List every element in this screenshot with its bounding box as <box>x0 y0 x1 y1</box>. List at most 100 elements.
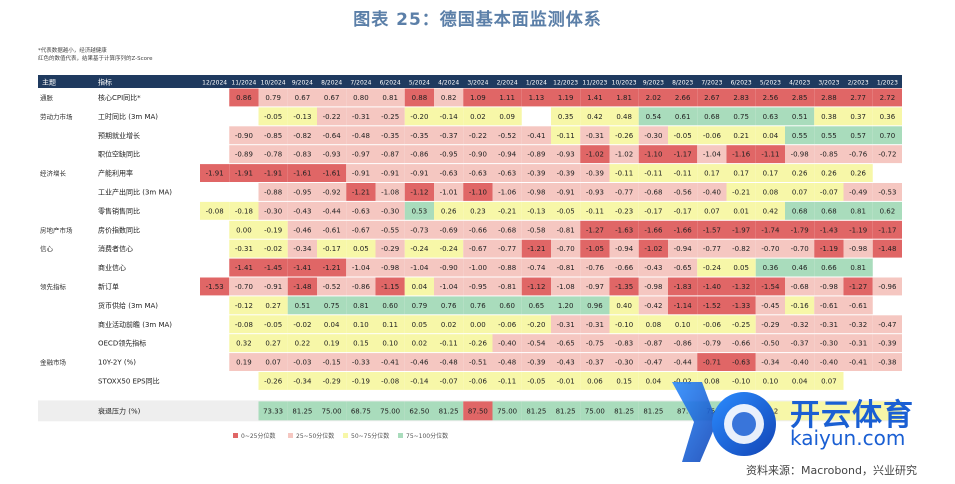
cell-value: -0.11 <box>440 340 458 348</box>
column-header: 10/2024 <box>261 80 286 87</box>
cell-value: -0.77 <box>615 188 633 196</box>
cell-value: -1.08 <box>557 283 575 291</box>
row-indicator: 新订单 <box>98 282 119 291</box>
cell-value: 0.23 <box>470 207 486 215</box>
cell-value: 0.17 <box>733 170 749 178</box>
cell-value: 0.21 <box>733 132 749 140</box>
cell-value: -0.29 <box>323 377 341 385</box>
cell-value: -0.37 <box>440 132 458 140</box>
row-category: 劳动力市场 <box>40 112 73 121</box>
heatmap-cell <box>638 372 668 390</box>
cell-value: 0.62 <box>880 207 896 215</box>
heatmap-cell <box>814 183 844 201</box>
heatmap-cell <box>317 183 347 201</box>
cell-value: 0.79 <box>265 94 281 102</box>
heatmap-cell <box>580 277 610 296</box>
cell-value: 0.04 <box>646 377 662 385</box>
cell-value: -1.41 <box>293 264 311 272</box>
cell-value: 0.19 <box>236 359 252 367</box>
cell-value: -1.54 <box>761 283 780 291</box>
heatmap-cell <box>609 145 639 164</box>
heatmap-cell <box>317 239 347 258</box>
pressure-cell <box>317 401 347 421</box>
heatmap-cell <box>317 277 347 296</box>
cell-value: 1.13 <box>529 94 545 102</box>
heatmap-cell <box>492 334 522 353</box>
cell-value: -0.25 <box>381 113 399 121</box>
heatmap-cell <box>668 239 698 258</box>
header-category: 主题 <box>42 78 56 87</box>
cell-value: -0.06 <box>703 321 722 329</box>
column-header: 4/2024 <box>438 80 459 87</box>
heatmap-cell <box>434 353 464 371</box>
cell-value: 0.10 <box>353 321 369 329</box>
column-header: 6/2023 <box>731 80 752 87</box>
heatmap-cell <box>814 258 844 277</box>
cell-value: -0.51 <box>469 359 487 367</box>
cell-value: 0.17 <box>704 170 720 178</box>
cell-value: -0.29 <box>381 245 399 253</box>
heatmap-cell <box>638 220 668 239</box>
cell-value: -0.52 <box>323 283 341 291</box>
legend-item: 0~25分位数 <box>233 431 275 440</box>
cell-value: -0.90 <box>469 151 487 159</box>
cell-value: -1.04 <box>440 283 459 291</box>
cell-value: -0.98 <box>791 151 809 159</box>
cell-value: -0.90 <box>235 132 253 140</box>
heatmap-cell <box>551 88 581 107</box>
cell-value: -0.31 <box>586 132 604 140</box>
row-indicator: 产能利用率 <box>98 169 133 178</box>
cell-value: -0.94 <box>615 245 634 253</box>
cell-value: -0.31 <box>586 321 604 329</box>
heatmap-cell <box>785 277 815 296</box>
heatmap-cell <box>872 183 902 201</box>
row-indicator: 职位空缺同比 <box>98 150 140 159</box>
cell-value: -0.49 <box>849 188 867 196</box>
pressure-cell <box>580 401 610 421</box>
heatmap-cell <box>580 353 610 371</box>
heatmap-cell <box>609 88 639 107</box>
cell-value: -0.44 <box>323 207 342 215</box>
cell-value: 0.51 <box>295 302 311 310</box>
cell-value: 0.80 <box>353 94 369 102</box>
cell-value: 0.36 <box>880 113 896 121</box>
pressure-cell <box>375 401 405 421</box>
cell-value: 0.70 <box>880 132 896 140</box>
heatmap-cell <box>463 315 493 334</box>
cell-value: 0.17 <box>763 170 779 178</box>
cell-value: -0.87 <box>644 340 662 348</box>
cell-value: -0.05 <box>527 377 545 385</box>
heatmap-cell <box>785 126 815 145</box>
row-category: 领先指标 <box>40 282 67 291</box>
heatmap-cell <box>872 88 902 107</box>
heatmap-cell <box>551 201 581 220</box>
heatmap-cell <box>843 220 873 239</box>
heatmap-cell <box>492 164 522 182</box>
pressure-value: 87. <box>677 407 688 415</box>
cell-value: 2.67 <box>704 94 720 102</box>
heatmap-cell <box>200 201 230 220</box>
cell-value: 0.26 <box>441 207 457 215</box>
cell-value: -0.08 <box>235 321 253 329</box>
heatmap-cell <box>346 372 376 390</box>
cell-value: -0.82 <box>293 132 311 140</box>
pressure-cell <box>258 401 288 421</box>
cell-value: -0.06 <box>498 321 517 329</box>
heatmap-cell <box>551 183 581 201</box>
cell-value: 1.09 <box>470 94 486 102</box>
cell-value: -1.61 <box>323 170 341 178</box>
heatmap-cell <box>229 220 259 239</box>
cell-value: 0.27 <box>265 302 281 310</box>
cell-value: 0.81 <box>850 264 866 272</box>
heatmap-cell <box>346 126 376 145</box>
cell-value: 0.53 <box>412 207 428 215</box>
cell-value: -0.25 <box>732 321 750 329</box>
cell-value: -1.48 <box>878 245 896 253</box>
cell-value: -0.92 <box>323 188 341 196</box>
cell-value: -0.82 <box>732 245 750 253</box>
heatmap-cell <box>551 334 581 353</box>
cell-value: -0.70 <box>557 245 575 253</box>
heatmap-cell <box>229 353 259 371</box>
heatmap-cell <box>229 88 259 107</box>
cell-value: 2.56 <box>763 94 779 102</box>
